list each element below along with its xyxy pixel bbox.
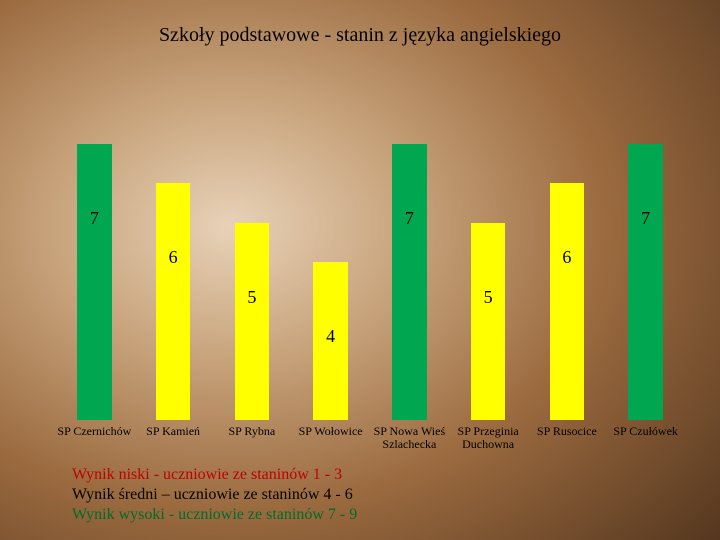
bar-value-label: 6 (148, 247, 199, 268)
bar-value-label: 5 (227, 287, 278, 308)
bar-value-label: 6 (542, 247, 593, 268)
bar (471, 223, 506, 420)
x-axis-label: SP Kamień (130, 425, 217, 438)
x-axis-labels: SP CzernichówSP KamieńSP RybnaSP Wołowic… (55, 425, 685, 465)
legend-line: Wynik niski - uczniowie ze staninów 1 - … (72, 465, 357, 485)
x-axis-label: SP Rybna (209, 425, 296, 438)
bar (77, 144, 112, 420)
x-axis-label: SP Czernichów (51, 425, 138, 438)
x-axis-label: SP Czułówek (602, 425, 689, 438)
bar-value-label: 7 (69, 208, 120, 229)
legend: Wynik niski - uczniowie ze staninów 1 - … (72, 465, 357, 525)
legend-line: Wynik średni – uczniowie ze staninów 4 -… (72, 485, 357, 505)
x-axis-label: SP Przeginia Duchowna (445, 425, 532, 450)
chart-title: Szkoły podstawowe - stanin z języka angi… (0, 24, 720, 47)
x-axis-label: SP Nowa Wieś Szlachecka (366, 425, 453, 450)
bar-value-label: 7 (384, 208, 435, 229)
x-axis-label: SP Wołowice (287, 425, 374, 438)
bar-chart: 7 6 5 4 7 5 6 7 (55, 65, 685, 420)
bar (550, 183, 585, 420)
x-axis-label: SP Rusocice (524, 425, 611, 438)
legend-line: Wynik wysoki - uczniowie ze staninów 7 -… (72, 505, 357, 525)
bar-value-label: 7 (620, 208, 671, 229)
bar (235, 223, 270, 420)
bar (156, 183, 191, 420)
bar (392, 144, 427, 420)
bar (628, 144, 663, 420)
bar-value-label: 4 (305, 326, 356, 347)
bar-value-label: 5 (463, 287, 514, 308)
